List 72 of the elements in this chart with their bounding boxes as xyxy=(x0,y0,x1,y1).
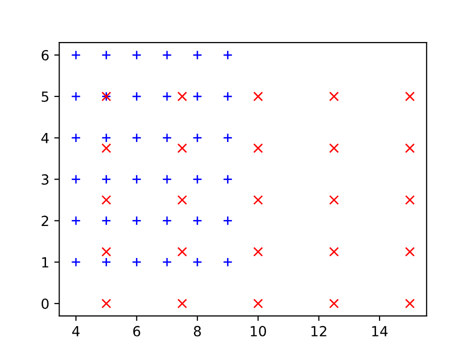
point xyxy=(329,143,339,154)
point xyxy=(71,50,81,60)
point xyxy=(101,50,112,60)
point xyxy=(405,195,415,205)
y-tick-label: 3 xyxy=(42,174,48,185)
y-tick-label: 2 xyxy=(42,216,48,226)
point xyxy=(329,195,339,205)
x-tick-label: 6 xyxy=(133,326,140,336)
x-tick-label: 10 xyxy=(250,326,266,336)
point xyxy=(222,92,233,102)
x-tick-label: 12 xyxy=(312,326,326,336)
point xyxy=(71,257,81,267)
point xyxy=(132,216,142,226)
point xyxy=(222,132,233,143)
point xyxy=(329,92,339,102)
point xyxy=(101,143,112,154)
point xyxy=(222,257,233,267)
point xyxy=(162,174,172,184)
point xyxy=(405,246,415,257)
point xyxy=(222,50,233,60)
point xyxy=(132,92,142,102)
point xyxy=(192,257,202,267)
point xyxy=(132,174,142,184)
point xyxy=(177,298,188,308)
point xyxy=(253,246,263,257)
point xyxy=(162,50,172,60)
point xyxy=(222,216,233,226)
y-tick-label: 6 xyxy=(42,50,49,60)
point xyxy=(101,298,112,308)
point xyxy=(132,257,142,267)
y-tick-label: 1 xyxy=(42,257,48,268)
x-tick-label: 14 xyxy=(372,326,388,336)
x-tick-label: 4 xyxy=(72,326,80,336)
point xyxy=(101,216,112,226)
point xyxy=(329,246,339,257)
point xyxy=(132,50,142,60)
y-tick-label: 5 xyxy=(42,92,48,102)
point xyxy=(177,246,188,257)
x-tick-label: 8 xyxy=(194,326,201,336)
point xyxy=(329,298,339,308)
point xyxy=(192,50,202,60)
point xyxy=(253,298,263,308)
point xyxy=(253,143,263,154)
point xyxy=(192,174,202,184)
point xyxy=(253,195,263,205)
y-tick-label: 4 xyxy=(41,133,49,144)
point xyxy=(162,216,172,226)
point xyxy=(162,92,172,102)
point xyxy=(192,132,202,143)
point xyxy=(405,92,415,102)
point xyxy=(101,132,112,143)
point xyxy=(101,246,112,257)
point xyxy=(177,195,188,205)
point xyxy=(222,174,233,184)
point xyxy=(71,92,81,102)
point xyxy=(405,143,415,154)
point xyxy=(177,143,188,154)
point xyxy=(253,92,263,102)
point xyxy=(71,132,81,143)
point xyxy=(405,298,415,308)
point xyxy=(162,257,172,267)
point xyxy=(101,257,112,267)
point xyxy=(132,132,142,143)
y-tick-label: 0 xyxy=(42,298,49,309)
point xyxy=(71,174,81,184)
point xyxy=(162,132,172,143)
point xyxy=(101,174,112,184)
point xyxy=(192,216,202,226)
point xyxy=(192,92,202,102)
point xyxy=(101,195,112,205)
point xyxy=(177,92,188,102)
point xyxy=(71,216,81,226)
